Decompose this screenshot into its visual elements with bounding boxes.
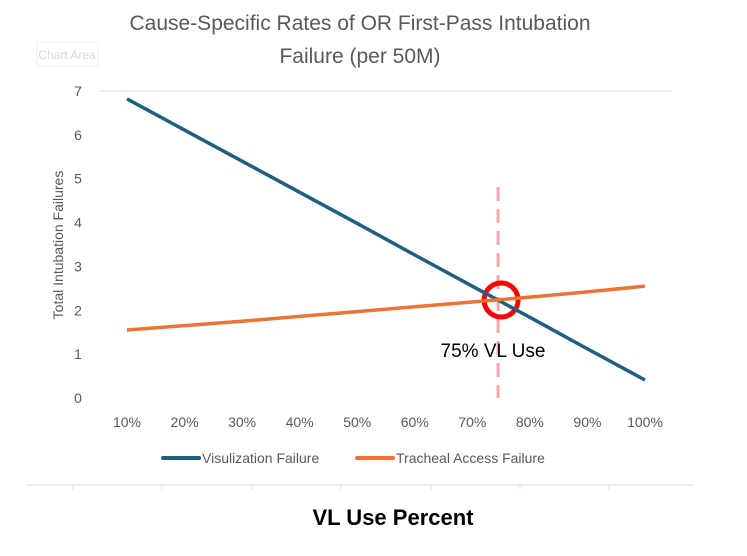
x-tick-label: 60%: [401, 414, 429, 430]
x-axis-label: VL Use Percent: [312, 505, 474, 530]
series-line-visualization-failure: [126, 97, 646, 382]
x-tick-label: 20%: [171, 414, 199, 430]
chart-title-line-1: Cause-Specific Rates of OR First-Pass In…: [129, 12, 590, 35]
x-tick-label: 70%: [458, 414, 486, 430]
chart-area-tooltip-text: Chart Area: [38, 48, 96, 62]
y-tick-label: 6: [74, 127, 82, 143]
x-tick-label: 50%: [343, 414, 371, 430]
y-tick-label: 2: [74, 302, 82, 318]
series-line-tracheal-access-failure: [126, 284, 646, 332]
x-tick-label: 100%: [627, 414, 663, 430]
x-tick-label: 90%: [573, 414, 601, 430]
y-tick-label: 0: [74, 390, 82, 406]
legend-label: Visulization Failure: [202, 450, 319, 466]
y-tick-label: 7: [74, 83, 82, 99]
x-tick-label: 40%: [286, 414, 314, 430]
y-tick-label: 1: [74, 346, 82, 362]
marker-label: 75% VL Use: [441, 341, 546, 362]
legend-label: Tracheal Access Failure: [396, 450, 545, 466]
y-tick-label: 5: [74, 171, 82, 187]
y-axis-label: Total Intubation Failures: [50, 171, 66, 320]
x-tick-label: 10%: [113, 414, 141, 430]
chart-title-line-2: Failure (per 50M): [279, 45, 440, 68]
y-tick-label: 4: [74, 215, 82, 231]
x-tick-label: 30%: [228, 414, 256, 430]
y-tick-label: 3: [74, 258, 82, 274]
chart-area-tooltip: Chart Area: [36, 41, 99, 67]
x-tick-label: 80%: [516, 414, 544, 430]
